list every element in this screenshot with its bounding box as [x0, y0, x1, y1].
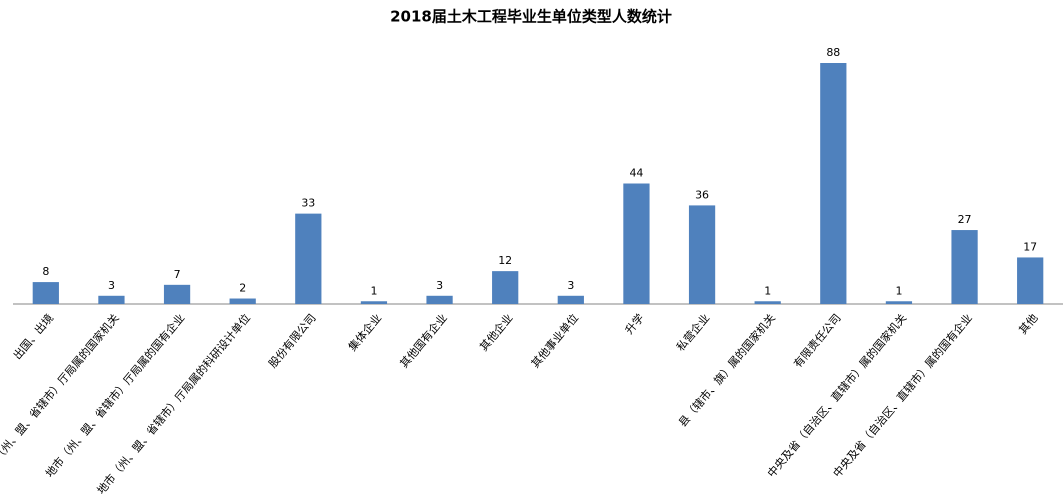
bar [951, 230, 978, 304]
data-label: 27 [958, 213, 972, 226]
bar [163, 284, 191, 304]
data-label: 3 [108, 279, 115, 292]
bar [1017, 257, 1044, 304]
data-label: 2 [239, 282, 246, 295]
data-label: 1 [895, 284, 902, 297]
bar [623, 183, 650, 304]
x-tick-label: 出国、出境 [10, 311, 56, 362]
bar [688, 205, 716, 304]
x-tick-label: 其他国有企业 [397, 311, 450, 371]
bar [32, 282, 59, 304]
x-tick-label: 其他企业 [476, 311, 515, 354]
data-label: 3 [436, 279, 443, 292]
bar [557, 295, 584, 304]
bar [820, 63, 847, 304]
bar [426, 295, 453, 304]
data-label: 12 [498, 254, 512, 267]
x-tick-label: 升学 [622, 311, 647, 337]
data-label: 7 [174, 268, 181, 281]
data-label: 44 [629, 167, 643, 180]
bar [360, 301, 388, 304]
x-tick-label: 其他 [1016, 312, 1040, 337]
bar [885, 301, 913, 304]
x-tick-label: 地市（州、盟、省辖市）厅局属的国有企业 [42, 311, 187, 480]
x-tick-label: 股份有限公司 [265, 311, 318, 371]
bar [229, 298, 256, 304]
data-label: 1 [764, 284, 771, 297]
bar [295, 213, 322, 304]
x-tick-label: 集体企业 [345, 311, 384, 354]
data-label: 1 [370, 284, 377, 297]
bar [754, 301, 781, 304]
data-label: 3 [567, 279, 574, 292]
x-tick-label: 地市（州、盟、省辖市）厅局属的科研设计单位 [94, 311, 253, 497]
bar [492, 271, 519, 304]
x-tick-label: 有限责任公司 [790, 311, 843, 371]
chart-title: 2018届土木工程毕业生单位类型人数统计 [390, 8, 672, 26]
x-tick-label: 中央及省（自治区、直辖市）属的国家机关 [764, 311, 909, 480]
data-label: 17 [1023, 240, 1037, 253]
data-label: 33 [301, 197, 315, 210]
bar [98, 295, 125, 304]
data-label: 36 [695, 188, 709, 201]
data-label: 8 [42, 265, 49, 278]
x-tick-label: 其他事业单位 [528, 311, 581, 371]
x-tick-label: 私营企业 [673, 311, 712, 354]
data-label: 88 [826, 46, 840, 59]
x-tick-label: 中央及省（自治区、直辖市）属的国有企业 [830, 311, 975, 480]
